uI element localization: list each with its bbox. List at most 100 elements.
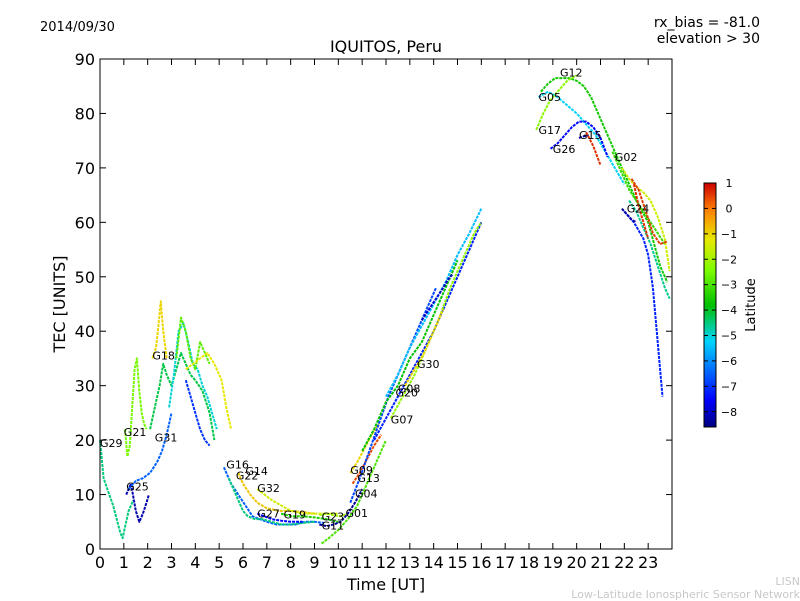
sat-label: G32 bbox=[257, 482, 280, 495]
sat-label: G15 bbox=[579, 129, 602, 142]
x-tick-label: 15 bbox=[447, 553, 467, 572]
colorbar-tick-label: −2 bbox=[721, 253, 737, 266]
x-tick-label: 11 bbox=[352, 553, 372, 572]
sat-label: G22 bbox=[236, 470, 259, 483]
series-G25 bbox=[125, 482, 150, 523]
colorbar-tick-label: −1 bbox=[721, 228, 737, 241]
colorbar bbox=[703, 182, 717, 428]
series-G08 bbox=[361, 260, 459, 452]
x-tick-label: 4 bbox=[190, 553, 200, 572]
sat-label: G04 bbox=[355, 488, 378, 501]
x-tick-label: 0 bbox=[95, 553, 105, 572]
series-G17 bbox=[535, 74, 578, 131]
x-axis-label: Time [UT] bbox=[346, 575, 425, 594]
colorbar-label: Latitude bbox=[744, 278, 759, 332]
colorbar-tick-label: −5 bbox=[721, 330, 737, 343]
x-tick-label: 5 bbox=[214, 553, 224, 572]
series-G24 bbox=[420, 273, 454, 321]
x-tick-label: 3 bbox=[166, 553, 176, 572]
series-G15b bbox=[585, 132, 602, 166]
x-tick-label: 19 bbox=[543, 553, 563, 572]
series-G24d bbox=[632, 183, 650, 239]
series-G24b bbox=[623, 210, 664, 397]
series-G30 bbox=[404, 309, 445, 387]
series-G32 bbox=[256, 488, 339, 515]
series-G01 bbox=[320, 439, 387, 545]
sat-label: G01 bbox=[346, 507, 369, 520]
series-G26 bbox=[549, 120, 609, 158]
series-G18 bbox=[151, 300, 168, 359]
series-G02 bbox=[611, 151, 666, 245]
sat-label: G29 bbox=[100, 437, 123, 450]
series-G16b bbox=[222, 466, 325, 526]
sat-label: G14 bbox=[245, 465, 268, 478]
series-G29 bbox=[99, 440, 135, 540]
x-tick-label: 9 bbox=[309, 553, 319, 572]
x-tick-label: 22 bbox=[614, 553, 634, 572]
x-tick-label: 8 bbox=[286, 553, 296, 572]
sat-label: G31 bbox=[155, 431, 178, 444]
colorbar-ticks: 1 0 −1 −2 −3 −4 −5 −6 −7 −8 bbox=[704, 177, 737, 419]
sat-label: G05 bbox=[539, 91, 562, 104]
sat-label: G18 bbox=[152, 350, 175, 363]
series-G15 bbox=[578, 134, 589, 139]
series-G03 bbox=[185, 352, 233, 430]
series-G31b bbox=[149, 352, 216, 441]
sat-label: G08 bbox=[398, 382, 421, 395]
y-tick-label: 50 bbox=[75, 268, 95, 287]
y-tick-label: 60 bbox=[75, 213, 95, 232]
sat-label: G24 bbox=[627, 203, 650, 216]
footer-long: Low-Latitude Ionospheric Sensor Network bbox=[571, 588, 800, 601]
sat-label: G23 bbox=[322, 510, 345, 523]
series-G09 bbox=[349, 423, 380, 474]
series-G23 bbox=[319, 512, 349, 518]
y-tick-label: 20 bbox=[75, 431, 95, 450]
series-G31 bbox=[127, 412, 173, 490]
colorbar-tick-label: 1 bbox=[726, 177, 733, 190]
series-G20 bbox=[373, 221, 483, 441]
colorbar-tick-label: −3 bbox=[721, 279, 737, 292]
series-G05 bbox=[538, 90, 626, 185]
sat-label: G25 bbox=[126, 480, 149, 493]
x-tick-label: 6 bbox=[238, 553, 248, 572]
sat-label: G11 bbox=[322, 520, 345, 533]
colorbar-tick-label: −7 bbox=[721, 380, 737, 393]
sat-label: G17 bbox=[539, 124, 562, 137]
y-tick-label: 10 bbox=[75, 486, 95, 505]
series-G02c bbox=[628, 200, 671, 300]
footer-short: LISN bbox=[775, 575, 800, 588]
x-tick-label: 1 bbox=[119, 553, 129, 572]
x-tick-label: 12 bbox=[376, 553, 396, 572]
x-tick-label: 23 bbox=[638, 553, 658, 572]
y-axis-label: TEC [UNITS] bbox=[50, 256, 69, 354]
x-tick-label: 16 bbox=[471, 553, 491, 572]
sat-label: G21 bbox=[124, 426, 147, 439]
colorbar-tick-label: −8 bbox=[721, 406, 737, 419]
series-G19 bbox=[280, 512, 339, 523]
series-G12 bbox=[540, 77, 669, 283]
x-tick-label: 14 bbox=[423, 553, 443, 572]
x-tick-label: 17 bbox=[495, 553, 515, 572]
x-tick-label: 2 bbox=[143, 553, 153, 572]
series-G02b bbox=[621, 167, 671, 272]
series-G21 bbox=[124, 357, 148, 458]
x-tick-label: 18 bbox=[519, 553, 539, 572]
series-G22 bbox=[184, 379, 211, 447]
series-G04 bbox=[349, 287, 438, 504]
series-G22b bbox=[227, 477, 315, 526]
series-G24c bbox=[621, 208, 637, 224]
sat-label: G07 bbox=[391, 413, 414, 426]
sat-label: G27 bbox=[257, 508, 280, 521]
y-tick-label: 90 bbox=[75, 50, 95, 69]
sat-label: G16 bbox=[226, 459, 249, 472]
y-tick-label: 0 bbox=[85, 540, 95, 559]
x-tick-label: 10 bbox=[328, 553, 348, 572]
y-tick-label: 80 bbox=[75, 104, 95, 123]
x-tick-label: 13 bbox=[400, 553, 420, 572]
sat-label: G26 bbox=[553, 143, 576, 156]
x-tick-label: 7 bbox=[262, 553, 272, 572]
sat-label: G02 bbox=[615, 151, 638, 164]
colorbar-tick-label: 0 bbox=[726, 202, 733, 215]
